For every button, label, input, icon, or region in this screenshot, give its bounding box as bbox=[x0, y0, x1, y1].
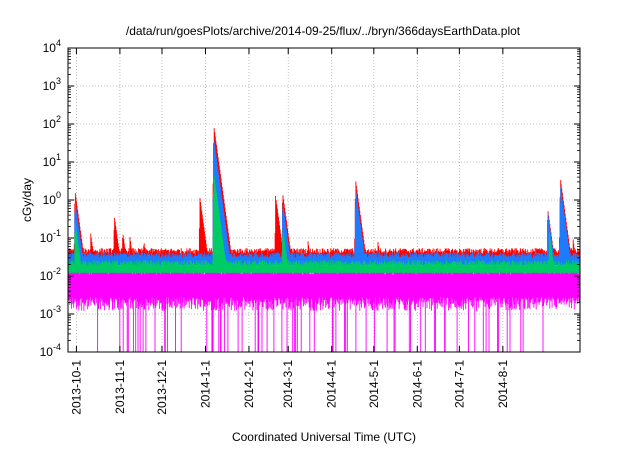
plot-frame bbox=[67, 47, 581, 353]
y-tick-label: 10-3 bbox=[40, 304, 61, 321]
x-tick-label: 2014-2-1 bbox=[242, 360, 256, 408]
series-magenta bbox=[67, 263, 581, 352]
y-tick-label: 10-2 bbox=[40, 266, 61, 283]
x-tick-label: 2014-3-1 bbox=[281, 360, 295, 408]
x-tick-label: 2014-1-1 bbox=[198, 360, 212, 408]
x-tick-label: 2013-11-1 bbox=[113, 360, 127, 414]
x-tick-label: 2013-10-1 bbox=[69, 360, 83, 415]
y-tick-label: 103 bbox=[43, 76, 61, 93]
tick-layer: 10-4 10-3 10-2 10-1 100 101 102 103 104 2013-10-1… bbox=[40, 38, 580, 415]
series-red bbox=[67, 128, 581, 261]
y-tick-label: 100 bbox=[43, 190, 61, 207]
x-tick-label: 2014-8-1 bbox=[496, 360, 510, 408]
y-axis-label: cGy/day bbox=[20, 178, 34, 222]
y-tick-label: 101 bbox=[43, 152, 61, 169]
x-tick-label: 2014-7-1 bbox=[452, 360, 466, 408]
y-tick-label: 102 bbox=[43, 114, 61, 131]
y-tick-label: 10-4 bbox=[40, 342, 61, 359]
x-tick-label: 2014-5-1 bbox=[367, 360, 381, 408]
x-tick-label: 2014-6-1 bbox=[410, 360, 424, 408]
y-tick-label: 10-1 bbox=[40, 228, 61, 245]
chart-title: /data/run/goesPlots/archive/2014-09-25/f… bbox=[126, 24, 521, 38]
x-axis-label: Coordinated Universal Time (UTC) bbox=[232, 430, 416, 444]
series-layer bbox=[67, 128, 581, 352]
x-tick-label: 2013-12-1 bbox=[155, 360, 169, 415]
x-tick-label: 2014-4-1 bbox=[325, 360, 339, 408]
y-tick-label: 104 bbox=[43, 38, 61, 55]
